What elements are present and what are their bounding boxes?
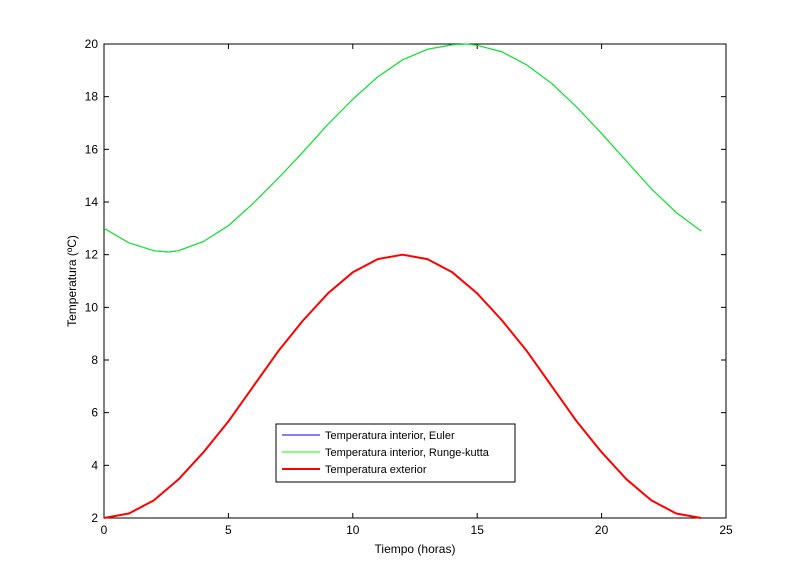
legend-label-3: Temperatura exterior — [325, 464, 427, 476]
legend-label-2: Temperatura interior, Runge-kutta — [325, 447, 490, 459]
x-tick-label: 25 — [719, 523, 733, 537]
y-tick-label: 8 — [91, 353, 98, 367]
y-axis-label: Temperatura (ºC) — [65, 235, 79, 327]
y-tick-label: 4 — [91, 458, 98, 472]
series-line-3 — [103, 253, 702, 519]
x-axis-label: Tiempo (horas) — [375, 542, 456, 556]
series-layer — [103, 43, 702, 519]
series-line-2 — [103, 43, 702, 253]
legend-label-1: Temperatura interior, Euler — [325, 430, 455, 442]
y-tick-label: 20 — [85, 37, 99, 51]
x-tick-label: 5 — [225, 523, 232, 537]
y-tick-label: 10 — [85, 300, 99, 314]
x-tick-label: 20 — [595, 523, 609, 537]
x-tick-label: 10 — [346, 523, 360, 537]
y-tick-label: 18 — [85, 90, 99, 104]
x-tick-label: 15 — [471, 523, 485, 537]
y-tick-label: 14 — [85, 195, 99, 209]
y-tick-label: 12 — [85, 248, 99, 262]
axis-ticks: 0 5 10 15 20 25 2 4 6 8 10 12 14 16 18 20 — [85, 37, 733, 537]
y-tick-label: 16 — [85, 142, 99, 156]
x-tick-label: 0 — [101, 523, 108, 537]
legend: Temperatura interior, Euler Temperatura i… — [275, 423, 516, 483]
y-tick-label: 6 — [91, 406, 98, 420]
legend-box — [275, 423, 516, 483]
y-tick-label: 2 — [91, 511, 98, 525]
